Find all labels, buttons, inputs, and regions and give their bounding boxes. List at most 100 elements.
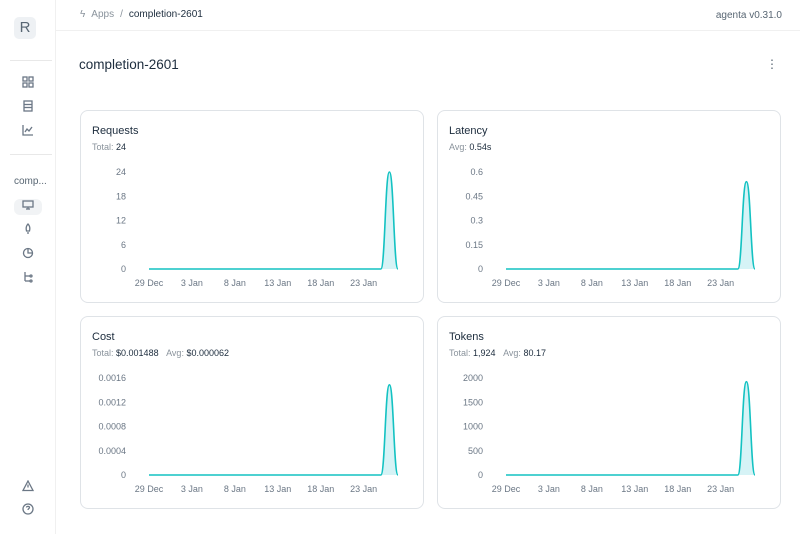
card-title: Latency	[449, 125, 488, 137]
stat-value: 24	[116, 142, 127, 152]
card-stats: Total: $0.001488 Avg: $0.000062	[92, 348, 237, 358]
sidebar: R comp...	[0, 0, 56, 534]
card-title: Cost	[92, 331, 115, 343]
alert-icon[interactable]	[20, 479, 36, 496]
rocket-icon[interactable]	[20, 223, 36, 239]
x-tick-label: 18 Jan	[307, 278, 334, 288]
chart-cost[interactable]: 0 0.0004 0.0008 0.0012 0.0016 29 Dec 3 Jan 8 Ja…	[81, 317, 425, 510]
x-tick-label: 18 Jan	[664, 278, 691, 288]
x-tick-label: 3 Jan	[538, 278, 560, 288]
apps-grid-icon[interactable]	[20, 76, 36, 92]
y-tick-label: 2000	[463, 373, 483, 383]
x-tick-label: 8 Jan	[581, 278, 603, 288]
metric-card-requests: Requests Total: 24 0 6 12 18 24 29 Dec 3 Jan 8 J…	[80, 110, 424, 303]
stat-value: $0.000062	[186, 348, 230, 358]
series-line	[148, 171, 399, 270]
series-area	[149, 384, 398, 475]
x-tick-label: 8 Jan	[224, 484, 246, 494]
card-stats: Avg: 0.54s	[449, 142, 499, 152]
lightning-icon: ϟ	[80, 9, 86, 20]
version-label: agenta v0.31.0	[715, 10, 782, 21]
y-tick-label: 0.15	[465, 240, 483, 250]
y-tick-label: 0.0016	[98, 373, 126, 383]
evaluation-icon[interactable]	[20, 247, 36, 263]
x-tick-label: 29 Dec	[135, 484, 164, 494]
x-tick-label: 8 Jan	[581, 484, 603, 494]
chart-icon[interactable]	[20, 124, 36, 140]
y-tick-label: 6	[121, 240, 126, 250]
series-line	[505, 380, 756, 476]
x-tick-label: 29 Dec	[135, 278, 164, 288]
stat-label: Total:	[92, 142, 114, 152]
chart-latency[interactable]: 0 0.15 0.3 0.45 0.6 29 Dec 3 Jan 8 Jan 13 Jan 18 …	[438, 111, 782, 304]
x-tick-label: 3 Jan	[538, 484, 560, 494]
stat-label: Total:	[449, 348, 471, 358]
series-line	[148, 383, 399, 476]
series-area	[506, 181, 755, 269]
database-icon[interactable]	[20, 100, 36, 116]
page-title: completion-2601	[79, 57, 179, 72]
app-label: comp...	[14, 176, 47, 187]
x-tick-label: 18 Jan	[307, 484, 334, 494]
chart-tokens[interactable]: 0 500 1000 1500 2000 29 Dec 3 Jan 8 Jan 13 Jan 18…	[438, 317, 782, 510]
card-title: Tokens	[449, 331, 484, 343]
y-tick-label: 12	[116, 216, 126, 226]
breadcrumb-separator: /	[120, 9, 123, 20]
x-tick-label: 13 Jan	[621, 484, 648, 494]
stat-label: Avg:	[166, 348, 184, 358]
divider	[10, 154, 52, 155]
x-tick-label: 3 Jan	[181, 278, 203, 288]
breadcrumb-current: completion-2601	[128, 9, 203, 20]
x-tick-label: 23 Jan	[350, 484, 377, 494]
y-tick-label: 0.45	[465, 191, 483, 201]
playground-monitor-icon[interactable]	[14, 199, 42, 215]
x-tick-label: 13 Jan	[264, 278, 291, 288]
x-tick-label: 3 Jan	[181, 484, 203, 494]
stat-label: Total:	[92, 348, 114, 358]
x-tick-label: 23 Jan	[350, 278, 377, 288]
breadcrumb: ϟ Apps / completion-2601	[80, 9, 203, 20]
y-tick-label: 0.3	[470, 216, 483, 226]
card-stats: Total: 1,924 Avg: 80.17	[449, 348, 554, 358]
series-area	[506, 381, 755, 475]
top-header: ϟ Apps / completion-2601 agenta v0.31.0	[56, 0, 800, 31]
y-tick-label: 24	[116, 167, 126, 177]
stat-label: Avg:	[449, 142, 467, 152]
series-line	[505, 180, 756, 270]
y-tick-label: 1000	[463, 422, 483, 432]
metric-card-latency: Latency Avg: 0.54s 0 0.15 0.3 0.45 0.6 29 Dec 3…	[437, 110, 781, 303]
y-tick-label: 0.6	[470, 167, 483, 177]
stat-value: 80.17	[523, 348, 546, 358]
stat-value: 0.54s	[469, 142, 492, 152]
x-tick-label: 29 Dec	[492, 484, 521, 494]
y-tick-label: 0.0008	[98, 422, 126, 432]
y-tick-label: 0.0012	[98, 397, 126, 407]
workspace-avatar[interactable]: R	[14, 17, 36, 39]
metric-card-tokens: Tokens Total: 1,924 Avg: 80.17 0 500 1000 15…	[437, 316, 781, 509]
chart-requests[interactable]: 0 6 12 18 24 29 Dec 3 Jan 8 Jan 13 Jan 18 Jan 23 J…	[81, 111, 425, 304]
card-title: Requests	[92, 125, 139, 137]
more-options-icon[interactable]: ⋮	[766, 57, 778, 71]
y-tick-label: 1500	[463, 397, 483, 407]
y-tick-label: 0	[121, 264, 126, 274]
metric-card-cost: Cost Total: $0.001488 Avg: $0.000062 0 0.0…	[80, 316, 424, 509]
y-tick-label: 0.0004	[98, 446, 126, 456]
x-tick-label: 23 Jan	[707, 484, 734, 494]
x-tick-label: 18 Jan	[664, 484, 691, 494]
divider	[10, 60, 52, 61]
help-icon[interactable]	[20, 503, 36, 519]
x-tick-label: 8 Jan	[224, 278, 246, 288]
x-tick-label: 13 Jan	[621, 278, 648, 288]
breadcrumb-apps[interactable]: Apps	[91, 9, 115, 20]
series-area	[149, 172, 398, 269]
tree-icon[interactable]	[20, 271, 36, 287]
y-tick-label: 500	[468, 446, 483, 456]
stat-label: Avg:	[503, 348, 521, 358]
y-tick-label: 0	[121, 470, 126, 480]
x-tick-label: 29 Dec	[492, 278, 521, 288]
stat-value: $0.001488	[116, 348, 159, 358]
stat-value: 1,924	[473, 348, 496, 358]
y-tick-label: 18	[116, 191, 126, 201]
card-stats: Total: 24	[92, 142, 134, 152]
x-tick-label: 23 Jan	[707, 278, 734, 288]
